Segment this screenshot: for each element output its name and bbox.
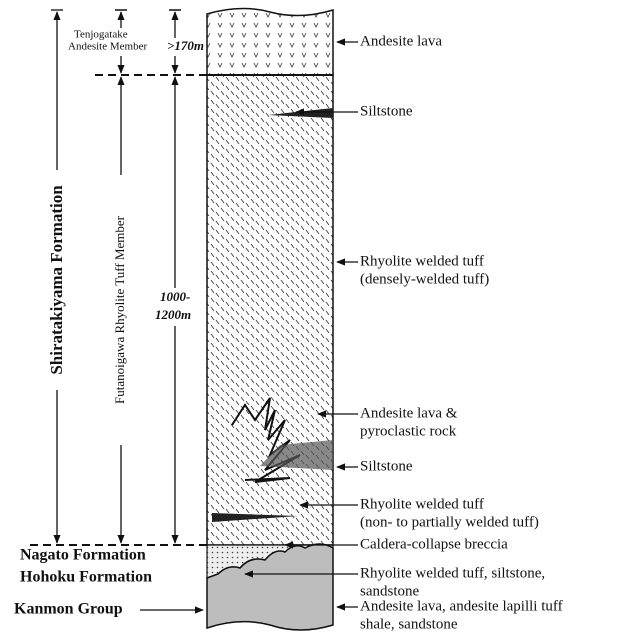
lithology-label: (non- to partially welded tuff) (360, 514, 539, 530)
stratigraphic-column: Shiratakiyama Formation Futanoigawa Rhyol… (0, 0, 625, 641)
formation-label: Nagato Formation (20, 547, 146, 564)
member-label: Futanoigawa Rhyolite Tuff Member (112, 215, 127, 404)
lithology-label: Andesite lava, andesite lapilli tuff (360, 598, 563, 614)
formation-label: Hohoku Formation (20, 569, 152, 586)
lithology-label: sandstone (360, 583, 420, 599)
lithology-label: pyroclastic rock (360, 423, 457, 439)
lithology-label: shale, sandstone (360, 616, 458, 632)
member-label: Tenjogatake (74, 29, 128, 41)
column (207, 8, 333, 630)
lithology-label: Siltstone (360, 103, 413, 119)
member-label: Andesite Member (68, 41, 147, 53)
lithology-label: Rhyolite welded tuff (360, 496, 484, 512)
lithology-label: Andesite lava (360, 33, 442, 49)
lithology-label: Rhyolite welded tuff, siltstone, (360, 565, 545, 581)
lithology-label: (densely-welded tuff) (360, 271, 489, 287)
lithology-label: Rhyolite welded tuff (360, 253, 484, 269)
lithology-label: Caldera-collapse breccia (360, 536, 508, 552)
andesite-layer (207, 8, 333, 75)
group-label: Kanmon Group (14, 601, 123, 618)
thickness-label: 1200m (155, 307, 191, 322)
formation-label: Shiratakiyama Formation (47, 185, 66, 375)
thickness-label: >170m (167, 38, 204, 53)
tuff-layer (207, 75, 333, 545)
lithology-label: Andesite lava & (360, 405, 458, 421)
thickness-label: 1000- (160, 289, 190, 304)
lithology-label: Siltstone (360, 458, 413, 474)
